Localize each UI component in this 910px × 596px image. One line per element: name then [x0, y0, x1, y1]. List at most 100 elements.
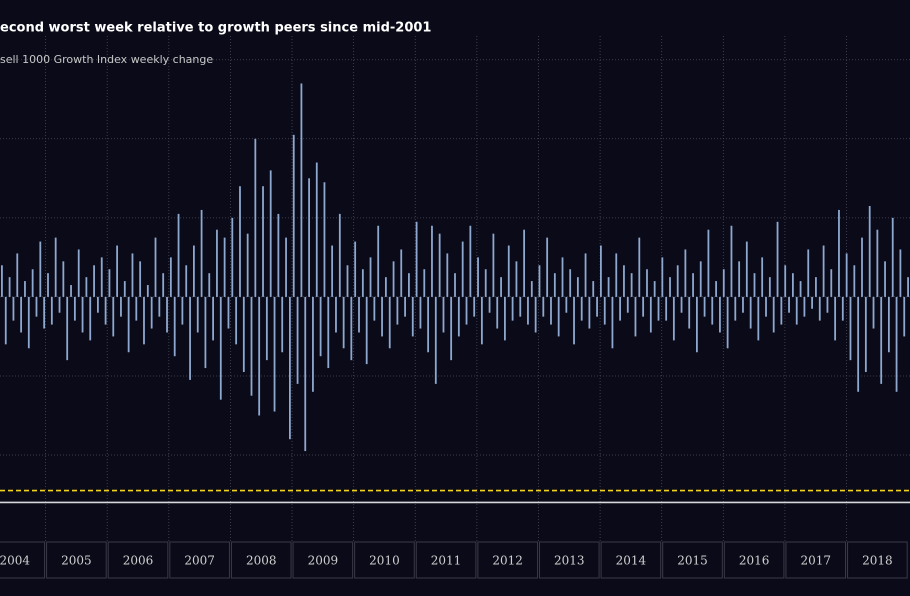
bar — [123, 281, 126, 297]
bar — [611, 296, 614, 349]
x-tick-box — [538, 541, 600, 579]
bar — [757, 296, 760, 341]
bar — [657, 296, 660, 321]
bar — [269, 170, 272, 297]
x-tick-label: 2007 — [184, 554, 215, 568]
bar — [784, 265, 787, 297]
bar — [431, 225, 433, 297]
bar — [35, 296, 38, 317]
bar — [707, 229, 710, 297]
bar — [607, 277, 610, 297]
bar — [246, 233, 249, 297]
x-tick-label: 2011 — [431, 554, 462, 568]
bar — [239, 186, 241, 297]
bar — [726, 296, 729, 349]
bar — [818, 296, 821, 321]
bar — [300, 83, 303, 297]
bar — [43, 296, 46, 329]
bar — [688, 296, 691, 329]
x-tick-label: 2006 — [123, 554, 154, 568]
bar — [47, 273, 49, 297]
x-tick-label: 2017 — [800, 554, 831, 568]
bar — [139, 261, 142, 297]
bar — [891, 217, 894, 297]
x-tick-box — [354, 541, 415, 579]
bar — [208, 273, 211, 297]
bar — [745, 241, 748, 297]
bar — [100, 257, 103, 297]
bar — [146, 285, 149, 297]
bar — [454, 273, 456, 297]
bar — [104, 296, 107, 325]
bar — [434, 296, 437, 384]
bar — [899, 249, 902, 297]
bar — [646, 269, 648, 297]
bar — [542, 296, 545, 317]
bar — [719, 296, 721, 333]
bar — [361, 269, 364, 297]
bar — [73, 296, 76, 321]
bar — [880, 296, 883, 384]
bar — [396, 296, 399, 325]
x-tick-box — [847, 541, 908, 579]
bar — [158, 296, 161, 317]
bar — [649, 296, 652, 333]
x-tick-label: 2010 — [369, 554, 400, 568]
bar — [335, 296, 337, 333]
bar — [561, 257, 564, 297]
bar — [254, 138, 257, 297]
bar — [768, 277, 771, 297]
bar — [550, 296, 552, 325]
bar — [684, 249, 687, 297]
x-tick-label: 2004 — [0, 554, 30, 568]
bar — [669, 277, 671, 297]
bar — [715, 281, 717, 297]
bar — [638, 237, 641, 297]
bar — [573, 296, 575, 345]
bar — [204, 296, 207, 369]
bar — [807, 249, 810, 297]
bar — [845, 253, 848, 297]
bar — [519, 296, 522, 317]
bar — [780, 296, 783, 325]
bar — [557, 296, 560, 337]
bars — [1, 83, 909, 452]
bar — [711, 296, 714, 325]
bar — [373, 296, 376, 321]
bar — [615, 253, 618, 297]
bar — [461, 241, 464, 297]
bar — [323, 182, 326, 297]
bar — [738, 261, 741, 297]
x-tick-box — [785, 541, 847, 579]
bar — [838, 209, 840, 297]
bar — [630, 273, 633, 297]
bar — [703, 296, 706, 317]
bar — [169, 257, 172, 297]
bar — [116, 245, 119, 297]
bar — [143, 296, 145, 345]
bar — [223, 237, 226, 297]
x-tick-label: 2013 — [554, 554, 585, 568]
bar — [600, 245, 602, 297]
bar — [761, 257, 764, 297]
bar — [273, 296, 276, 412]
bar — [89, 296, 92, 341]
bar — [661, 257, 664, 297]
bar — [288, 296, 291, 440]
bar — [538, 265, 541, 297]
bar — [423, 269, 426, 297]
bar — [400, 249, 403, 297]
bar — [765, 296, 767, 317]
bar — [676, 265, 679, 297]
reference-lines — [0, 489, 910, 504]
bar — [872, 296, 875, 329]
bar — [12, 296, 15, 321]
bar — [653, 281, 656, 297]
x-tick-label: 2016 — [739, 554, 770, 568]
bar — [511, 296, 514, 321]
bar — [419, 296, 422, 329]
x-tick-label: 2005 — [61, 554, 92, 568]
bar — [569, 269, 572, 297]
bar — [97, 296, 99, 313]
